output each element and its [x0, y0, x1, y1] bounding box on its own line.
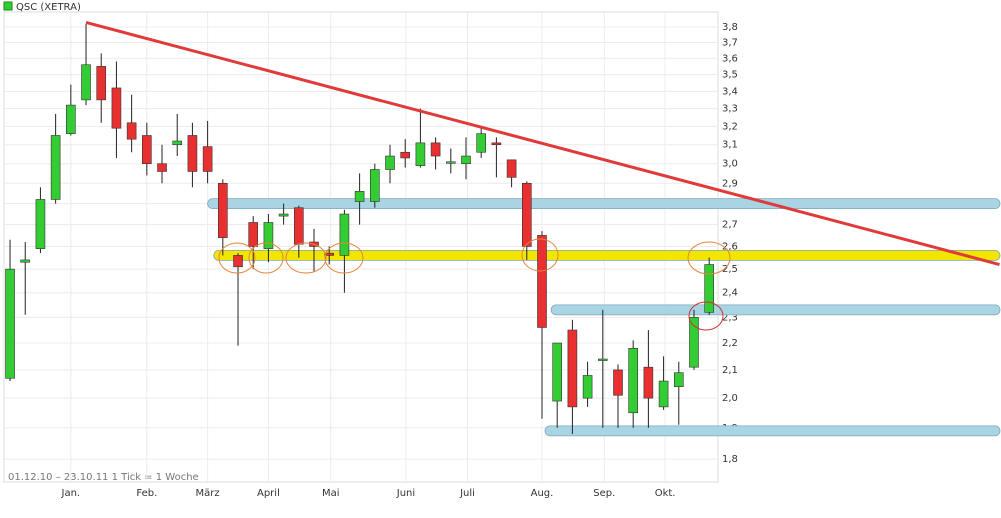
- y-tick-label: 2,7: [722, 220, 738, 231]
- y-tick-label: 3,4: [722, 86, 738, 97]
- candle-body: [35, 199, 46, 249]
- candle-body: [233, 255, 243, 268]
- candle-body: [142, 135, 152, 165]
- candle-body: [263, 222, 274, 249]
- candle-body: [126, 122, 137, 140]
- trendline: [85, 21, 1000, 266]
- candle-body: [673, 372, 684, 387]
- candle-body: [248, 222, 259, 247]
- candle-body: [20, 259, 31, 263]
- candle-body: [111, 87, 122, 129]
- candle-body: [628, 348, 638, 414]
- candle-body: [552, 342, 562, 402]
- y-tick-label: 2,2: [722, 338, 738, 349]
- y-tick-label: 3,6: [722, 53, 738, 64]
- support-band: [550, 304, 1001, 316]
- x-tick-label: März: [196, 488, 220, 499]
- candle-body: [643, 366, 654, 399]
- y-tick-label: 2,5: [722, 264, 738, 275]
- candle-body: [218, 183, 228, 238]
- x-tick-label: Jan.: [61, 488, 81, 499]
- x-tick-label: Feb.: [136, 488, 157, 499]
- y-tick-label: 3,5: [722, 70, 738, 81]
- support-band: [207, 198, 1001, 209]
- y-tick-label: 2,1: [722, 365, 738, 376]
- y-tick-label: 2,6: [722, 241, 738, 252]
- y-tick-label: 3,2: [722, 121, 738, 132]
- candle-body: [704, 264, 714, 313]
- candle-body: [339, 213, 350, 256]
- candle-body: [582, 375, 593, 399]
- candle-body: [461, 155, 471, 165]
- candle-body: [66, 104, 76, 134]
- y-tick-label: 3,8: [722, 22, 738, 33]
- candle-body: [658, 380, 669, 408]
- y-tick-label: 2,4: [722, 288, 738, 299]
- footnote: 01.12.10 – 23.10.11 1 Tick = 1 Woche: [8, 472, 199, 483]
- plot-frame: [3, 11, 719, 483]
- candle-body: [613, 369, 623, 396]
- y-tick-label: 3,0: [722, 159, 738, 170]
- y-tick-label: 2,0: [722, 393, 738, 404]
- candle-body: [476, 133, 486, 153]
- candle-body: [521, 183, 532, 247]
- x-tick-label: Okt.: [655, 488, 676, 499]
- y-tick-label: 1,8: [722, 454, 738, 465]
- candle-body: [400, 151, 411, 159]
- candle-body: [537, 235, 547, 328]
- candle-body: [157, 163, 167, 172]
- candle-body: [187, 135, 198, 172]
- legend-swatch: [3, 1, 13, 11]
- candle-body: [567, 329, 578, 408]
- x-tick-label: Juni: [396, 488, 415, 499]
- candle-body: [50, 135, 61, 200]
- x-tick-label: Aug.: [531, 488, 554, 499]
- candle-body: [491, 142, 502, 146]
- circle: [248, 242, 284, 274]
- candle-body: [430, 142, 441, 157]
- x-tick-label: Sep.: [593, 488, 615, 499]
- x-tick-label: Mai: [322, 488, 340, 499]
- support-band: [213, 250, 1001, 261]
- candle-body: [354, 191, 365, 202]
- y-tick-label: 3,1: [722, 140, 738, 151]
- x-tick-label: Juli: [459, 488, 475, 499]
- support-band: [544, 425, 1001, 437]
- circle: [285, 242, 327, 274]
- circle: [688, 301, 724, 331]
- legend-label: QSC (XETRA): [16, 2, 81, 13]
- circle: [687, 241, 731, 275]
- candle-body: [5, 268, 15, 379]
- y-tick-label: 3,7: [722, 37, 738, 48]
- y-tick-label: 2,9: [722, 178, 738, 189]
- candle-body: [294, 207, 304, 245]
- candle-body: [506, 159, 517, 178]
- candle-body: [81, 64, 91, 101]
- candle-body: [385, 155, 395, 170]
- circle: [521, 238, 559, 272]
- candle-body: [324, 252, 335, 256]
- highlight-circles: [218, 238, 731, 331]
- circle: [324, 242, 364, 274]
- candle-body: [689, 317, 699, 368]
- circle: [218, 242, 256, 274]
- candle-body: [172, 140, 183, 146]
- candle-body: [446, 161, 456, 164]
- candle-body: [370, 169, 380, 202]
- candle-body: [202, 146, 213, 172]
- candle-body: [278, 213, 289, 217]
- y-tick-label: 3,3: [722, 104, 738, 115]
- candle-body: [597, 358, 608, 361]
- candle-body: [96, 66, 107, 101]
- y-tick-label: 2,3: [722, 312, 738, 323]
- x-tick-label: April: [257, 488, 280, 499]
- candle-body: [415, 142, 426, 166]
